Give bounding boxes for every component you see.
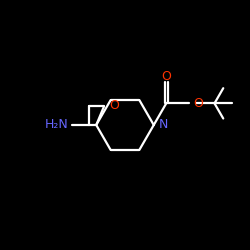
Text: N: N bbox=[158, 118, 168, 132]
Text: O: O bbox=[193, 97, 203, 110]
Text: H₂N: H₂N bbox=[45, 118, 68, 132]
Text: O: O bbox=[110, 99, 120, 112]
Text: O: O bbox=[161, 70, 171, 83]
